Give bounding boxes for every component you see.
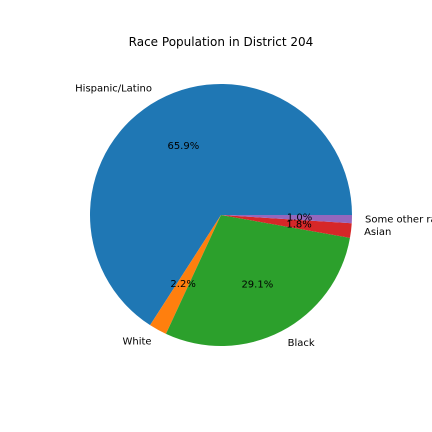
slice-pct-some-other-race: 1.0% — [287, 212, 312, 223]
pie-slice-white — [150, 215, 221, 334]
pie-labels: Hispanic/Latino 65.9% White 2.2% Black 29.1% A… — [75, 84, 432, 349]
pie-slice-some-other-race — [221, 215, 352, 224]
pie-slice-asian — [221, 215, 352, 238]
slice-label-hispanic-latino: Hispanic/Latino — [75, 84, 152, 95]
slice-pct-white: 2.2% — [170, 279, 195, 290]
slice-label-white: White — [123, 336, 152, 347]
chart-title: Race Population in District 204 — [129, 35, 314, 49]
pie-slices — [89, 83, 352, 346]
slice-pct-hispanic-latino: 65.9% — [167, 141, 199, 152]
pie-slice-hispanic-latino — [89, 83, 352, 326]
pie-slice-black — [165, 215, 350, 346]
slice-pct-asian: 1.8% — [286, 219, 311, 230]
slice-pct-black: 29.1% — [241, 280, 273, 291]
slice-label-asian: Asian — [364, 227, 391, 238]
slice-label-some-other-race: Some other race — [365, 215, 432, 226]
slice-label-black: Black — [288, 338, 315, 349]
